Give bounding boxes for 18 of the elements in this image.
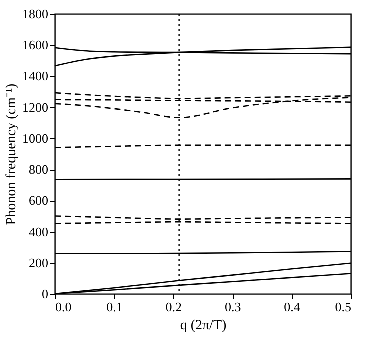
y-tick-label: 1400 xyxy=(22,68,48,84)
x-tick-label: 0.2 xyxy=(166,300,182,314)
x-tick-label: 0.0 xyxy=(56,300,72,314)
y-tick-label: 600 xyxy=(29,193,48,208)
x-axis-title: q (2π/T) xyxy=(180,318,227,334)
y-tick-label: 200 xyxy=(29,255,48,270)
x-tick-label: 0.1 xyxy=(106,300,123,314)
x-tick-label: 0.4 xyxy=(284,300,301,314)
y-tick-label: 1200 xyxy=(22,100,48,115)
y-tick-label: 1800 xyxy=(22,6,48,22)
x-tick-label: 0.5 xyxy=(335,300,352,314)
x-tick-label: 0.3 xyxy=(224,300,242,314)
y-tick-label: 400 xyxy=(29,224,48,240)
y-tick-label: 0 xyxy=(42,286,48,302)
y-tick-label: 1000 xyxy=(22,130,48,146)
y-axis-title: Phonon frequency (cm⁻¹) xyxy=(4,83,20,226)
y-tick-label: 800 xyxy=(29,162,48,178)
y-tick-label: 1600 xyxy=(22,38,48,53)
